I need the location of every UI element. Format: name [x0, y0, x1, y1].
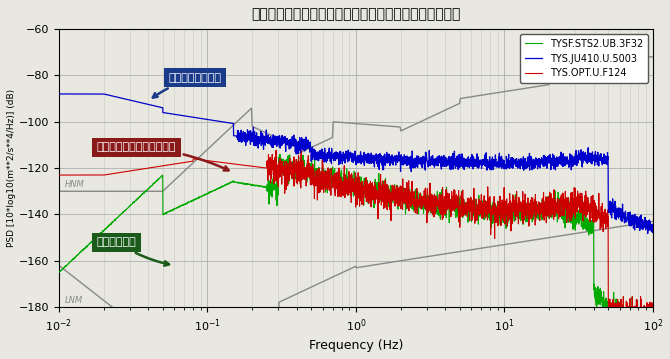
- Line: TYS.OPT.U.F124: TYS.OPT.U.F124: [59, 150, 653, 327]
- Text: サーボ式加速度計: サーボ式加速度計: [153, 73, 222, 98]
- TYS.JU410.U.5003: [644, 231, 652, 236]
- TYSF.STS2.UB.3F32: [309, 172, 317, 176]
- TYS.JU410.U.5003: [123, 97, 131, 102]
- TYSF.STS2.UB.3F32: [158, 174, 166, 178]
- TYSF.STS2.UB.3F32: [123, 207, 131, 211]
- Text: 広帯域地震計: 広帯域地震計: [97, 237, 169, 266]
- Legend: TYSF.STS2.UB.3F32, TYS.JU410.U.5003, TYS.OPT.U.F124: TYSF.STS2.UB.3F32, TYS.JU410.U.5003, TYS…: [520, 34, 648, 83]
- Line: TYSF.STS2.UB.3F32: TYSF.STS2.UB.3F32: [59, 154, 653, 343]
- Title: 広帯域地震計・サーボ式加速度計とのノイズレベル比較: 広帯域地震計・サーボ式加速度計とのノイズレベル比較: [251, 7, 460, 21]
- X-axis label: Frequency (Hz): Frequency (Hz): [309, 339, 403, 352]
- Text: HNM: HNM: [65, 180, 85, 189]
- TYSF.STS2.UB.3F32: [637, 326, 645, 330]
- Text: LNM: LNM: [65, 295, 83, 304]
- Text: 光センサ地震計測システム: 光センサ地震計測システム: [97, 142, 228, 171]
- TYSF.STS2.UB.3F32: [55, 270, 63, 274]
- TYS.JU410.U.5003: [637, 225, 645, 230]
- TYS.JU410.U.5003: [308, 145, 316, 149]
- TYSF.STS2.UB.3F32: [276, 152, 284, 157]
- Line: TYS.JU410.U.5003: TYS.JU410.U.5003: [59, 94, 653, 233]
- TYS.JU410.U.5003: [55, 92, 63, 96]
- TYS.OPT.U.F124: [272, 148, 280, 153]
- TYS.OPT.U.F124: [309, 166, 317, 171]
- TYSF.STS2.UB.3F32: [649, 331, 657, 336]
- TYS.OPT.U.F124: [649, 307, 657, 311]
- TYS.OPT.U.F124: [648, 325, 656, 329]
- TYS.OPT.U.F124: [637, 297, 645, 302]
- TYS.JU410.U.5003: [158, 106, 166, 110]
- TYS.JU410.U.5003: [649, 230, 657, 235]
- TYSF.STS2.UB.3F32: [639, 341, 647, 345]
- TYS.OPT.U.F124: [574, 195, 582, 199]
- TYS.JU410.U.5003: [573, 156, 581, 160]
- TYSF.STS2.UB.3F32: [574, 214, 582, 218]
- TYS.OPT.U.F124: [123, 169, 131, 174]
- TYS.OPT.U.F124: [158, 164, 166, 168]
- TYS.JU410.U.5003: [283, 140, 291, 145]
- TYSF.STS2.UB.3F32: [283, 179, 291, 183]
- TYS.OPT.U.F124: [55, 173, 63, 177]
- TYS.OPT.U.F124: [283, 164, 291, 168]
- Y-axis label: PSD [10*log10(m**2/s**4/Hz)] (dB): PSD [10*log10(m**2/s**4/Hz)] (dB): [7, 89, 16, 247]
